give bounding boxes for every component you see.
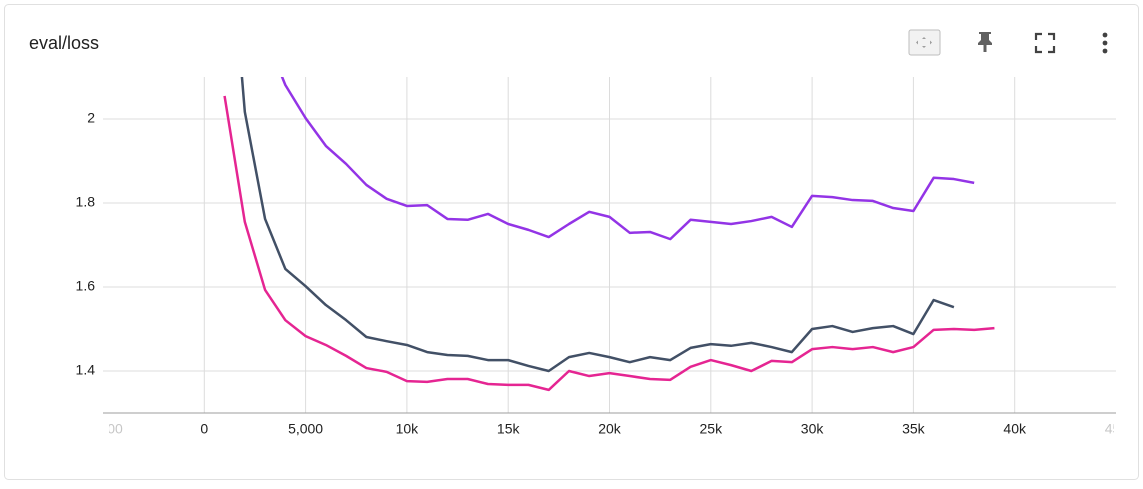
pin-button[interactable] (978, 32, 992, 52)
x-tick-label: 0 (200, 421, 208, 437)
x-tick-label: 5,000 (288, 421, 323, 437)
x-tick-label: 10k (396, 421, 420, 437)
x-tick-labels: -5,000 0 5,000 10k 15k 20k 25k 30k 35k 40k 45k (83, 421, 1129, 437)
x-tick-label: 40k (1003, 421, 1027, 437)
y-tick-label: 2 (87, 110, 95, 126)
more-menu-button[interactable] (1102, 32, 1108, 54)
fit-domain-button[interactable] (908, 29, 941, 56)
x-tick-label: 45k (1105, 421, 1129, 437)
y-tick-label: 1.6 (76, 278, 96, 294)
y-tick-label: 1.8 (76, 194, 96, 210)
y-tick-label: 1.4 (76, 362, 96, 378)
card-border (4, 4, 1139, 480)
series-line (240, 77, 955, 373)
x-tick-label: -5,000 (83, 421, 123, 437)
series-line (223, 95, 995, 392)
x-tick-label: 15k (497, 421, 521, 437)
x-tick-label: 35k (902, 421, 926, 437)
x-tick-label: 20k (598, 421, 622, 437)
series-line (280, 77, 975, 241)
x-tick-label: 30k (801, 421, 825, 437)
x-tick-label: 25k (700, 421, 724, 437)
chart-title: eval/loss (29, 33, 99, 53)
toolbar (908, 29, 1108, 56)
fullscreen-button[interactable] (1034, 32, 1056, 54)
